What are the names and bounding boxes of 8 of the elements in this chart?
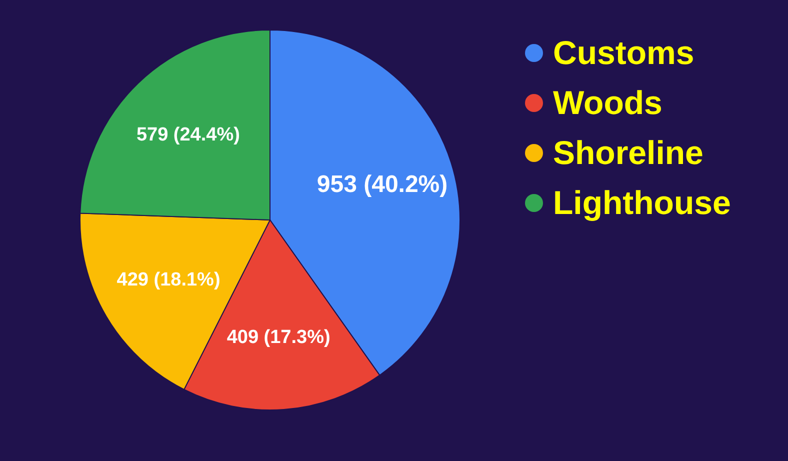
legend-label: Customs — [553, 34, 694, 72]
data-label: 953 (40.2%) — [316, 170, 448, 198]
legend-label: Lighthouse — [553, 184, 731, 222]
legend-label: Shoreline — [553, 134, 704, 172]
data-label: 429 (18.1%) — [116, 269, 220, 290]
data-label: 409 (17.3%) — [226, 326, 330, 348]
data-label: 579 (24.4%) — [136, 124, 240, 146]
legend-label: Woods — [553, 84, 662, 122]
